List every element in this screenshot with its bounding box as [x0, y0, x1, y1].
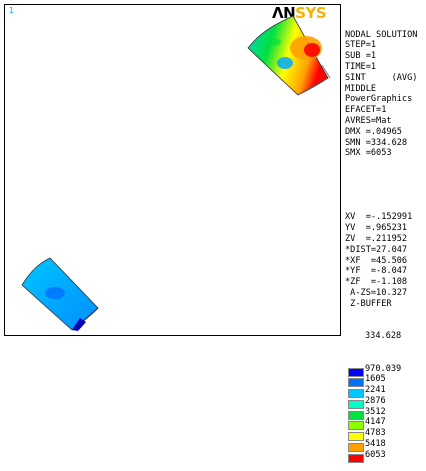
legend-value: 5418 [365, 439, 386, 450]
info-line: SUB =1 [345, 51, 377, 62]
info-line: SMN =334.628 [345, 137, 408, 148]
legend-row: 4783 [345, 428, 426, 442]
legend-value: 1605 [365, 374, 386, 385]
view-line: YV =.965231 [345, 223, 408, 234]
legend-row: 970.039 [345, 363, 426, 377]
info-line: SMX =6053 [345, 148, 392, 159]
info-line: MIDDLE [345, 83, 377, 94]
info-panel: NODAL SOLUTION STEP=1 SUB =1 TIME=1 SINT (AV… [345, 8, 426, 471]
legend-swatch [348, 453, 364, 463]
contour-legend: 970.039 1605 2241 2876 3512 4147 4783 5418 6053 [345, 363, 426, 463]
legend-row: 5418 [345, 439, 426, 453]
shell-part-lower [21, 257, 99, 331]
view-line: *XF =45.506 [345, 255, 408, 266]
legend-value: 2241 [365, 385, 386, 396]
ansys-logo: ΛΝSYS [272, 4, 327, 22]
view-line: *DIST=27.047 [345, 244, 408, 255]
logo-prefix: ΛΝ [272, 4, 296, 22]
graphics-window-frame [4, 4, 341, 336]
legend-row: 3512 [345, 406, 426, 420]
legend-min-value: 334.628 [365, 331, 402, 342]
legend-row: 2241 [345, 385, 426, 399]
graphics-viewport[interactable]: 1 ΛΝSYS [0, 0, 344, 340]
legend-value: 970.039 [365, 363, 402, 374]
info-line: AVRES=Mat [345, 115, 392, 126]
view-line: ZV =.211952 [345, 233, 408, 244]
info-line: SINT (AVG) [345, 72, 418, 83]
legend-row: 4147 [345, 417, 426, 431]
shell-part-upper [247, 15, 331, 96]
legend-row: 1605 [345, 374, 426, 388]
legend-value: 6053 [365, 449, 386, 460]
legend-row: 2876 [345, 395, 426, 409]
legend-value: 3512 [365, 406, 386, 417]
solution-info: NODAL SOLUTION STEP=1 SUB =1 TIME=1 SINT (AV… [345, 30, 426, 160]
legend-value: 2876 [365, 395, 386, 406]
view-line: *YF =-8.047 [345, 266, 408, 277]
view-line: Z-BUFFER [345, 298, 392, 309]
legend-value: 4147 [365, 417, 386, 428]
info-line: EFACET=1 [345, 105, 387, 116]
info-line: PowerGraphics [345, 94, 413, 105]
info-line: STEP=1 [345, 40, 377, 51]
legend-row: 6053 [345, 449, 426, 463]
legend-value: 4783 [365, 428, 386, 439]
window-number: 1 [9, 6, 14, 15]
info-line: NODAL SOLUTION [345, 29, 418, 40]
view-line: *ZF =-1.108 [345, 277, 408, 288]
view-line: A-ZS=10.327 [345, 287, 408, 298]
view-info: XV =-.152991 YV =.965231 ZV =.211952 *DIST=… [345, 212, 426, 309]
fe-model-view [21, 15, 331, 331]
view-line: XV =-.152991 [345, 212, 413, 223]
logo-suffix: SYS [295, 4, 327, 22]
info-line: TIME=1 [345, 61, 377, 72]
info-line: DMX =.04965 [345, 126, 402, 137]
